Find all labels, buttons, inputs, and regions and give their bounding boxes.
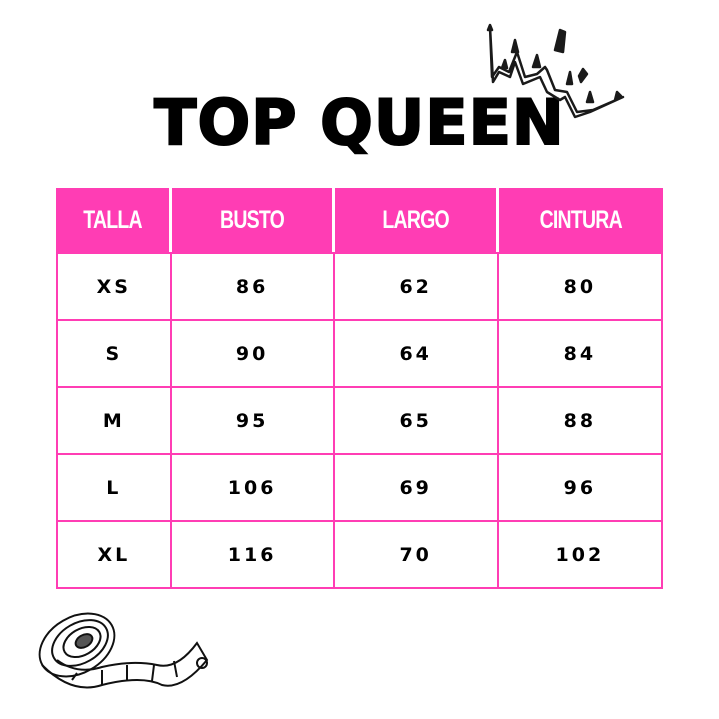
header-talla: TALLA bbox=[56, 188, 172, 252]
header-busto: BUSTO bbox=[171, 188, 335, 252]
cell-largo: 65 bbox=[334, 388, 499, 455]
cell-cintura: 80 bbox=[498, 252, 663, 321]
measuring-tape-icon bbox=[38, 612, 209, 689]
table-row: M 95 65 88 bbox=[56, 388, 663, 455]
page-title: TOP QUEEN bbox=[153, 85, 565, 160]
table-row: XL 116 70 102 bbox=[56, 522, 663, 589]
cell-largo: 64 bbox=[334, 321, 499, 388]
cell-talla: M bbox=[56, 388, 172, 455]
cell-cintura: 88 bbox=[498, 388, 663, 455]
header-largo: LARGO bbox=[334, 188, 499, 252]
cell-busto: 90 bbox=[171, 321, 335, 388]
table-row: L 106 69 96 bbox=[56, 455, 663, 522]
cell-talla: XS bbox=[56, 252, 172, 321]
cell-talla: S bbox=[56, 321, 172, 388]
table-row: XS 86 62 80 bbox=[56, 252, 663, 321]
cell-talla: XL bbox=[56, 522, 172, 589]
table-header-row: TALLA BUSTO LARGO CINTURA bbox=[56, 188, 663, 252]
cell-busto: 106 bbox=[171, 455, 335, 522]
size-chart-table: TALLA BUSTO LARGO CINTURA XS 86 62 80 S … bbox=[56, 188, 663, 589]
crown-icon bbox=[486, 23, 625, 119]
table-row: S 90 64 84 bbox=[56, 321, 663, 388]
cell-cintura: 84 bbox=[498, 321, 663, 388]
cell-busto: 116 bbox=[171, 522, 335, 589]
header-cintura: CINTURA bbox=[498, 188, 663, 252]
cell-busto: 95 bbox=[171, 388, 335, 455]
cell-talla: L bbox=[56, 455, 172, 522]
cell-largo: 69 bbox=[334, 455, 499, 522]
cell-largo: 62 bbox=[334, 252, 499, 321]
cell-largo: 70 bbox=[334, 522, 499, 589]
cell-busto: 86 bbox=[171, 252, 335, 321]
cell-cintura: 102 bbox=[498, 522, 663, 589]
cell-cintura: 96 bbox=[498, 455, 663, 522]
